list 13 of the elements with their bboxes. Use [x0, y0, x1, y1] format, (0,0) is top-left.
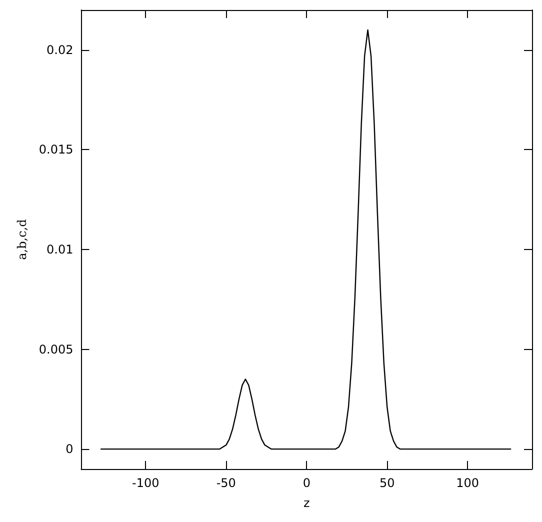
- y-tick-label: 0.01: [46, 242, 74, 256]
- y-axis-title: a,b,c,d: [15, 218, 29, 260]
- x-tick-label: 50: [379, 476, 395, 490]
- y-tick-label: 0.015: [38, 142, 74, 157]
- x-axis-title: z: [303, 496, 310, 510]
- y-tick-label: 0: [66, 442, 74, 456]
- x-tick-label: 0: [302, 476, 310, 490]
- x-tick-label: 100: [456, 476, 480, 490]
- y-tick-label: 0.005: [38, 342, 74, 356]
- y-tick-label: 0.02: [46, 42, 74, 57]
- x-tick-label: -50: [216, 476, 236, 490]
- x-tick-label: -100: [132, 476, 160, 490]
- line-series: [100, 29, 512, 450]
